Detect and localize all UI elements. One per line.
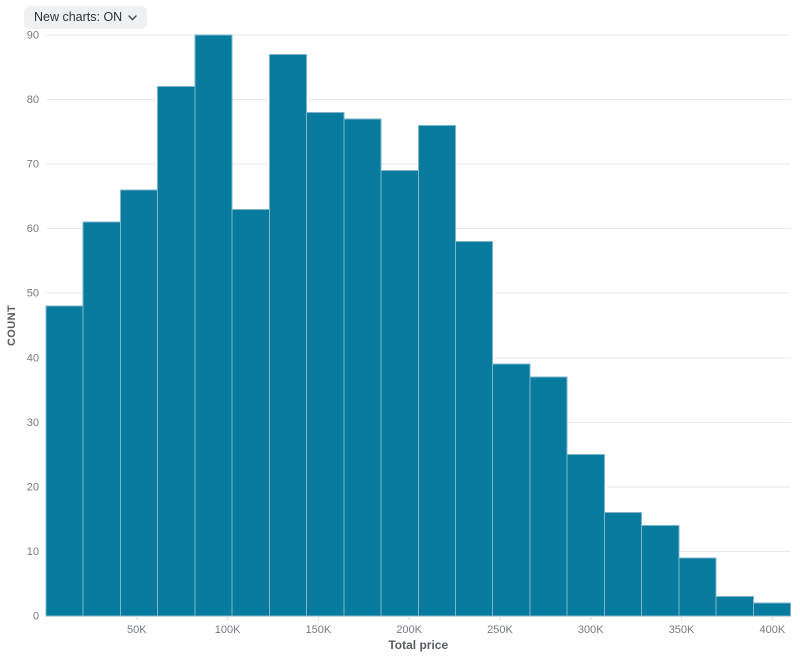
histogram-bar[interactable]: [678, 557, 717, 617]
y-tick-label: 0: [33, 611, 39, 623]
y-tick-label: 30: [27, 417, 39, 429]
x-tick-label: 50K: [127, 624, 147, 636]
x-tick-label: 350K: [669, 624, 695, 636]
histogram-bar[interactable]: [380, 170, 419, 617]
y-tick-label: 20: [27, 481, 39, 493]
histogram-bar[interactable]: [566, 454, 605, 617]
histogram-bar[interactable]: [529, 376, 568, 617]
new-charts-toggle[interactable]: New charts: ON: [24, 6, 148, 29]
histogram-bar[interactable]: [306, 111, 345, 617]
histogram-bar[interactable]: [268, 53, 308, 617]
histogram-bar[interactable]: [231, 208, 270, 617]
y-axis-title: COUNT: [6, 305, 18, 346]
histogram-bar[interactable]: [157, 86, 196, 617]
histogram-bar[interactable]: [45, 305, 84, 617]
chevron-down-icon: [128, 11, 137, 24]
y-tick-label: 50: [27, 288, 39, 300]
x-tick-label: 150K: [306, 624, 332, 636]
histogram-bar[interactable]: [492, 363, 531, 617]
y-tick-label: 90: [27, 30, 39, 42]
histogram-bar[interactable]: [603, 512, 643, 617]
histogram-bar[interactable]: [343, 118, 382, 617]
x-tick-label: 400K: [759, 624, 785, 636]
x-tick-label: 100K: [215, 624, 241, 636]
x-tick-label: 250K: [487, 624, 513, 636]
x-tick-label: 300K: [578, 624, 604, 636]
histogram-bar[interactable]: [82, 221, 121, 617]
y-tick-label: 40: [27, 352, 39, 364]
y-tick-label: 60: [27, 223, 39, 235]
histogram-bar[interactable]: [119, 189, 159, 617]
histogram-bar[interactable]: [752, 602, 792, 617]
y-tick-label: 10: [27, 546, 39, 558]
x-tick-label: 200K: [396, 624, 422, 636]
new-charts-toggle-label: New charts: ON: [34, 9, 123, 24]
x-axis-title: Total price: [388, 638, 448, 652]
histogram-bar[interactable]: [417, 124, 456, 617]
histogram-bar[interactable]: [641, 525, 680, 617]
y-tick-label: 80: [27, 94, 39, 106]
histogram-bar[interactable]: [715, 596, 754, 617]
histogram-bar[interactable]: [454, 241, 494, 617]
y-tick-label: 70: [27, 159, 39, 171]
histogram-bar[interactable]: [194, 34, 233, 617]
